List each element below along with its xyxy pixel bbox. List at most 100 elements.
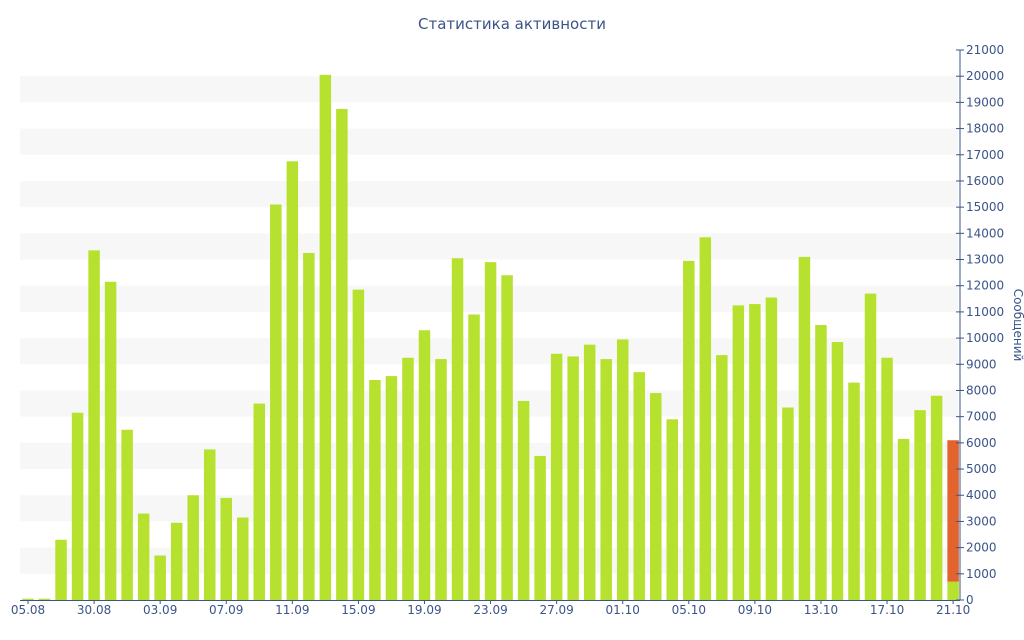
bar — [848, 382, 860, 600]
bar — [534, 455, 546, 600]
bar — [864, 293, 877, 600]
bar — [914, 410, 926, 600]
bar — [468, 314, 480, 600]
x-tick-label: 13.10 — [804, 603, 838, 617]
bar — [237, 517, 249, 600]
bar — [319, 74, 332, 600]
x-tick-label: 07.09 — [209, 603, 243, 617]
x-tick-label: 11.09 — [275, 603, 309, 617]
bar — [749, 304, 761, 600]
bar — [815, 325, 827, 600]
x-axis: 05.08 30.08 03.09 07.09 11.09 15.09 19.09 23.09… — [11, 600, 970, 617]
bar — [435, 359, 447, 600]
bar — [732, 305, 745, 600]
bar — [270, 204, 282, 600]
x-tick-label: 15.09 — [341, 603, 375, 617]
grid-band — [20, 233, 958, 260]
bar-highlight — [947, 440, 959, 582]
bar — [683, 260, 695, 600]
y-tick-label: 5000 — [966, 462, 997, 476]
bar — [567, 356, 579, 600]
y-tick-label: 1000 — [966, 567, 997, 581]
y-axis: 0 1000 2000 3000 4000 5000 6000 7000 8000 9000 100… — [956, 43, 1004, 607]
bar — [104, 281, 117, 600]
bar — [897, 438, 910, 600]
x-tick-label: 09.10 — [738, 603, 772, 617]
x-tick-label: 19.09 — [407, 603, 441, 617]
y-tick-label: 4000 — [966, 488, 997, 502]
bar — [831, 342, 844, 600]
bar — [600, 359, 612, 600]
chart-title: Статистика активности — [418, 15, 606, 33]
y-tick-label: 18000 — [966, 122, 1004, 136]
bar — [203, 449, 216, 600]
bar — [121, 429, 133, 600]
y-tick-label: 19000 — [966, 95, 1004, 109]
bar — [220, 497, 232, 600]
x-tick-label: 05.10 — [672, 603, 706, 617]
bar — [501, 275, 513, 600]
bar — [666, 419, 679, 600]
y-tick-label: 10000 — [966, 331, 1004, 345]
y-tick-label: 6000 — [966, 436, 997, 450]
bar — [798, 256, 811, 600]
bar — [633, 372, 645, 600]
bar — [650, 393, 662, 600]
bar — [352, 289, 365, 600]
bar — [699, 237, 712, 600]
bar — [369, 380, 381, 600]
bar — [55, 539, 67, 600]
y-tick-label: 14000 — [966, 226, 1004, 240]
y-tick-label: 2000 — [966, 541, 997, 555]
y-tick-label: 12000 — [966, 279, 1004, 293]
bar — [137, 513, 150, 600]
x-tick-label: 17.10 — [870, 603, 904, 617]
grid-band — [20, 76, 958, 103]
grid-band — [20, 128, 958, 155]
y-tick-label: 9000 — [966, 357, 997, 371]
bar — [38, 598, 51, 600]
y-tick-label: 0 — [966, 593, 974, 607]
x-tick-label: 03.09 — [143, 603, 177, 617]
bar — [930, 395, 943, 600]
y-tick-label: 17000 — [966, 148, 1004, 162]
bar — [88, 250, 100, 600]
y-axis-title: Сообщений — [1011, 289, 1024, 362]
bar — [616, 339, 629, 600]
bar — [418, 330, 431, 600]
bar — [583, 344, 596, 600]
y-tick-label: 20000 — [966, 69, 1004, 83]
bar — [22, 598, 34, 600]
y-tick-label: 16000 — [966, 174, 1004, 188]
bar — [716, 355, 728, 600]
x-tick-label: 23.09 — [473, 603, 507, 617]
y-tick-label: 15000 — [966, 200, 1004, 214]
bar — [286, 161, 299, 601]
bar — [947, 581, 959, 600]
y-tick-label: 21000 — [966, 43, 1004, 57]
bar — [303, 252, 315, 600]
bar — [385, 376, 398, 600]
bar — [253, 403, 266, 600]
x-tick-label: 30.08 — [77, 603, 111, 617]
bars-group — [22, 74, 959, 601]
y-tick-label: 7000 — [966, 410, 997, 424]
bar — [550, 353, 563, 600]
bar — [187, 495, 199, 600]
y-tick-label: 3000 — [966, 514, 997, 528]
y-tick-label: 11000 — [966, 305, 1004, 319]
x-tick-label: 27.09 — [539, 603, 573, 617]
grid-band — [20, 180, 958, 208]
x-tick-label: 21.10 — [936, 603, 970, 617]
bar — [402, 357, 414, 600]
bar — [765, 297, 778, 600]
bar — [782, 407, 794, 600]
bar — [881, 357, 893, 600]
bar — [451, 258, 464, 600]
bar — [484, 262, 497, 600]
bar — [170, 522, 183, 600]
y-tick-label: 13000 — [966, 253, 1004, 267]
bar — [154, 555, 166, 600]
x-tick-label: 01.10 — [606, 603, 640, 617]
